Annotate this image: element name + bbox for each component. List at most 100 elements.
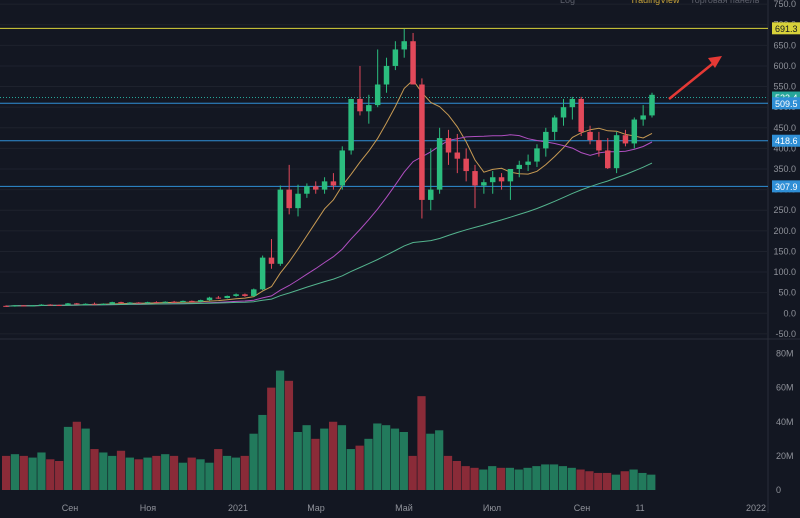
volume-bar	[187, 457, 196, 490]
volume-bar	[496, 467, 506, 490]
header-item: TradingView	[630, 0, 680, 5]
volume-bar	[558, 466, 568, 490]
candle-body	[551, 117, 558, 132]
candle-body	[613, 135, 620, 169]
candle-body	[472, 171, 478, 186]
candle-body	[233, 294, 239, 296]
candle-body	[3, 305, 9, 307]
volume-bar	[426, 433, 435, 490]
volume-bar	[37, 452, 46, 490]
trend-arrow-icon	[668, 56, 722, 100]
candle-body	[543, 131, 549, 149]
volume-bar	[452, 461, 461, 490]
volume-bar	[479, 469, 488, 490]
candle-body	[268, 257, 275, 264]
candle-body	[445, 138, 452, 153]
candle-body	[251, 289, 257, 296]
candle-body	[286, 189, 292, 209]
candles	[3, 28, 655, 307]
ma-slow-line	[5, 162, 653, 307]
candle-body	[419, 84, 425, 200]
volume-bar	[55, 461, 64, 490]
time-axis[interactable]: Сен Ноя 2021 Мар Май Июл Сен 11 2022	[62, 503, 766, 513]
volume-bar	[320, 428, 329, 490]
volume-bar	[629, 469, 638, 490]
candle-body	[215, 297, 222, 299]
volume-bar	[346, 449, 355, 490]
candle-body	[242, 294, 248, 296]
candle-body	[100, 303, 107, 305]
candle-body	[20, 305, 27, 307]
arrow-line	[668, 60, 717, 100]
volume-bar	[576, 469, 585, 490]
candle-body	[162, 301, 169, 303]
candle-body	[153, 302, 160, 304]
candle-body	[366, 105, 372, 112]
volume-bar	[249, 433, 258, 490]
price-tick-label: 0.0	[783, 308, 796, 318]
candle-body	[189, 300, 195, 302]
candle-body	[534, 148, 540, 162]
price-tick-label: 750.0	[773, 0, 796, 9]
volume-bar	[152, 455, 161, 490]
price-tick-label: 100.0	[773, 267, 796, 277]
volume-bar	[10, 454, 20, 490]
candle-body	[206, 297, 213, 301]
volume-tick-label: 60M	[776, 383, 794, 393]
volume-bar	[284, 380, 294, 490]
candle-body	[91, 303, 98, 305]
time-tick-label: 2022	[746, 503, 766, 513]
candle-body	[38, 304, 45, 306]
price-tick-label: -50.0	[775, 329, 796, 339]
volume-bar	[399, 432, 408, 490]
candle-body	[135, 302, 142, 304]
candle-body	[171, 301, 177, 303]
candle-body	[481, 182, 487, 186]
candle-body	[428, 189, 434, 200]
candle-body	[144, 302, 151, 304]
candle-body	[489, 177, 496, 183]
level-label: 509.5	[775, 99, 798, 109]
candle-body	[498, 177, 505, 182]
candle-body	[605, 150, 611, 169]
candle-body	[569, 98, 576, 108]
volume-bar	[214, 449, 223, 490]
candle-body	[463, 158, 469, 172]
volume-bar	[90, 449, 99, 490]
level-label: 307.9	[775, 182, 798, 192]
volume-bar	[443, 455, 453, 490]
volume-bar	[275, 370, 285, 490]
candle-body	[596, 140, 602, 151]
candle-body	[383, 65, 390, 85]
volume-bar	[46, 459, 55, 490]
price-tick-label: 550.0	[773, 82, 796, 92]
candle-body	[587, 131, 593, 141]
candle-body	[622, 135, 629, 144]
candle-body	[74, 303, 80, 305]
volume-bars	[2, 370, 656, 490]
level-label-box	[772, 180, 800, 193]
time-tick-label: 11	[635, 503, 644, 513]
volume-bar	[594, 472, 603, 490]
time-tick-label: Мар	[307, 503, 325, 513]
volume-bar	[408, 455, 417, 490]
candle-body	[127, 302, 133, 304]
candle-body	[560, 107, 567, 118]
price-axis[interactable]: 750.0700.0650.0600.0550.0500.0450.0400.0…	[772, 0, 800, 495]
volume-bar	[620, 471, 629, 490]
volume-bar	[549, 464, 559, 490]
price-tick-label: 350.0	[773, 164, 796, 174]
candle-body	[224, 295, 230, 299]
candle-body	[82, 303, 89, 305]
candle-body	[277, 189, 284, 264]
candle-body	[109, 302, 115, 304]
price-tick-label: 600.0	[773, 61, 796, 71]
volume-bar	[488, 466, 497, 490]
volume-bar	[611, 474, 621, 490]
toolbar-header: Log TradingView Торговая панель	[560, 0, 760, 5]
volume-bar	[258, 414, 267, 490]
volume-bar	[514, 469, 523, 490]
